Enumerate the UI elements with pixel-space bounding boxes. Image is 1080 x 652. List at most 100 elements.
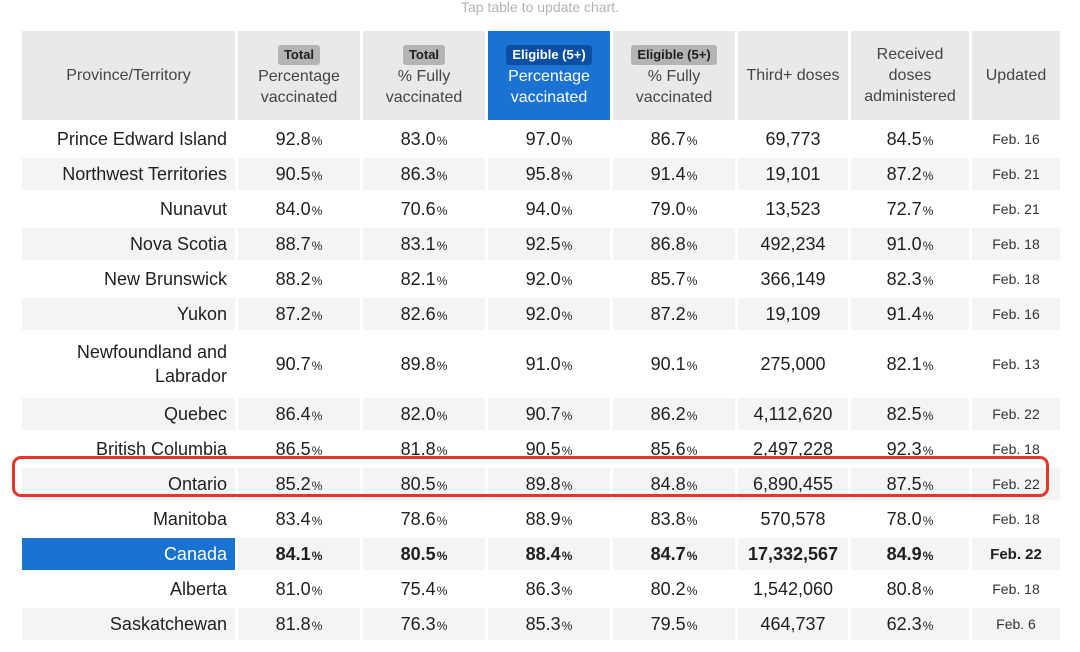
header-eligible-full[interactable]: Eligible (5+) % Fully vaccinated bbox=[610, 31, 735, 120]
header-eligible-pct[interactable]: Eligible (5+) Percentage vaccinated bbox=[485, 31, 610, 120]
cell-elig-pct[interactable]: 95.8% bbox=[485, 158, 610, 190]
cell-total-pct[interactable]: 81.8% bbox=[235, 608, 360, 640]
cell-elig-full[interactable]: 83.8% bbox=[610, 503, 735, 535]
cell-received[interactable]: 87.2% bbox=[848, 158, 969, 190]
province-name[interactable]: Alberta bbox=[169, 579, 227, 599]
cell-updated[interactable]: Feb. 13 bbox=[992, 356, 1040, 372]
cell-elig-full[interactable]: 85.7% bbox=[610, 263, 735, 295]
cell-third-doses[interactable]: 570,578 bbox=[760, 508, 826, 529]
cell-total-full[interactable]: 83.0% bbox=[360, 123, 485, 155]
cell-elig-pct[interactable]: 94.0% bbox=[485, 193, 610, 225]
cell-elig-full[interactable]: 79.0% bbox=[610, 193, 735, 225]
cell-updated[interactable]: Feb. 18 bbox=[992, 441, 1040, 457]
cell-total-full[interactable]: 82.6% bbox=[360, 298, 485, 330]
header-total-pct[interactable]: Total Percentage vaccinated bbox=[235, 31, 360, 120]
cell-received[interactable]: 72.7% bbox=[848, 193, 969, 225]
table-row[interactable]: Yukon 87.2% 82.6% 92.0% 87.2% 19,109 91.4% Feb.… bbox=[22, 298, 1060, 330]
cell-total-pct[interactable]: 81.0% bbox=[235, 573, 360, 605]
cell-elig-pct[interactable]: 90.7% bbox=[485, 398, 610, 430]
cell-total-full[interactable]: 70.6% bbox=[360, 193, 485, 225]
province-name[interactable]: Quebec bbox=[22, 398, 235, 430]
cell-updated[interactable]: Feb. 18 bbox=[992, 581, 1040, 597]
cell-total-pct[interactable]: 90.5% bbox=[235, 158, 360, 190]
province-name[interactable]: British Columbia bbox=[95, 439, 227, 459]
cell-received[interactable]: 91.0% bbox=[848, 228, 969, 260]
cell-updated[interactable]: Feb. 21 bbox=[992, 201, 1040, 217]
header-updated[interactable]: Updated bbox=[969, 31, 1060, 120]
cell-updated[interactable]: Feb. 6 bbox=[969, 608, 1060, 640]
cell-total-pct[interactable]: 87.2% bbox=[235, 298, 360, 330]
province-name[interactable]: Nova Scotia bbox=[22, 228, 235, 260]
cell-elig-full[interactable]: 86.7% bbox=[610, 123, 735, 155]
cell-third-doses[interactable]: 366,149 bbox=[760, 268, 826, 289]
cell-elig-pct[interactable]: 89.8% bbox=[485, 468, 610, 500]
cell-received[interactable]: 82.3% bbox=[848, 263, 969, 295]
cell-elig-full[interactable]: 91.4% bbox=[610, 158, 735, 190]
cell-elig-pct[interactable]: 91.0% bbox=[485, 333, 610, 395]
table-row[interactable]: Prince Edward Island 92.8% 83.0% 97.0% 86.7%… bbox=[22, 123, 1060, 155]
cell-elig-full[interactable]: 79.5% bbox=[610, 608, 735, 640]
province-name[interactable]: Newfoundland and Labrador bbox=[76, 342, 227, 386]
cell-total-pct[interactable]: 84.0% bbox=[235, 193, 360, 225]
cell-elig-pct[interactable]: 88.4% bbox=[485, 538, 610, 570]
header-received-administered[interactable]: Received doses administered bbox=[848, 31, 969, 120]
table-row[interactable]: British Columbia 86.5% 81.8% 90.5% 85.6% 2,49… bbox=[22, 433, 1060, 465]
vaccination-table[interactable]: Province/Territory Total Percentage vacc… bbox=[22, 28, 1060, 643]
province-name[interactable]: Nunavut bbox=[159, 199, 227, 219]
cell-elig-pct[interactable]: 88.9% bbox=[485, 503, 610, 535]
header-province[interactable]: Province/Territory bbox=[22, 31, 235, 120]
cell-third-doses[interactable]: 1,542,060 bbox=[752, 578, 834, 599]
cell-received[interactable]: 62.3% bbox=[848, 608, 969, 640]
cell-third-doses[interactable]: 19,101 bbox=[735, 158, 848, 190]
cell-total-full[interactable]: 81.8% bbox=[360, 433, 485, 465]
cell-elig-full[interactable]: 84.7% bbox=[610, 538, 735, 570]
cell-third-doses[interactable]: 492,234 bbox=[735, 228, 848, 260]
cell-updated[interactable]: Feb. 21 bbox=[969, 158, 1060, 190]
table-row[interactable]: Saskatchewan 81.8% 76.3% 85.3% 79.5% 464,737 6… bbox=[22, 608, 1060, 640]
table-row[interactable]: Quebec 86.4% 82.0% 90.7% 86.2% 4,112,620 82.5%… bbox=[22, 398, 1060, 430]
table-row[interactable]: Alberta 81.0% 75.4% 86.3% 80.2% 1,542,060 80.8… bbox=[22, 573, 1060, 605]
cell-third-doses[interactable]: 19,109 bbox=[735, 298, 848, 330]
province-name[interactable]: Canada bbox=[22, 538, 235, 570]
cell-total-pct[interactable]: 86.4% bbox=[235, 398, 360, 430]
province-name[interactable]: Yukon bbox=[22, 298, 235, 330]
cell-third-doses[interactable]: 13,523 bbox=[765, 198, 821, 219]
table-row[interactable]: Northwest Territories 90.5% 86.3% 95.8% 91.4… bbox=[22, 158, 1060, 190]
province-name[interactable]: Ontario bbox=[22, 468, 235, 500]
province-name[interactable]: Prince Edward Island bbox=[56, 129, 227, 149]
cell-third-doses[interactable]: 4,112,620 bbox=[735, 398, 848, 430]
cell-total-pct[interactable]: 83.4% bbox=[235, 503, 360, 535]
cell-total-full[interactable]: 76.3% bbox=[360, 608, 485, 640]
cell-elig-pct[interactable]: 97.0% bbox=[485, 123, 610, 155]
province-name[interactable]: Manitoba bbox=[152, 509, 227, 529]
province-name[interactable]: Northwest Territories bbox=[22, 158, 235, 190]
cell-total-full[interactable]: 80.5% bbox=[360, 468, 485, 500]
cell-total-full[interactable]: 89.8% bbox=[360, 333, 485, 395]
table-row[interactable]: Nunavut 84.0% 70.6% 94.0% 79.0% 13,523 72.7% Fe… bbox=[22, 193, 1060, 225]
cell-updated[interactable]: Feb. 22 bbox=[969, 468, 1060, 500]
cell-updated[interactable]: Feb. 16 bbox=[992, 131, 1040, 147]
cell-elig-pct[interactable]: 90.5% bbox=[485, 433, 610, 465]
table-row[interactable]: Manitoba 83.4% 78.6% 88.9% 83.8% 570,578 78.0%… bbox=[22, 503, 1060, 535]
cell-received[interactable]: 87.5% bbox=[848, 468, 969, 500]
table-row[interactable]: New Brunswick 88.2% 82.1% 92.0% 85.7% 366,149… bbox=[22, 263, 1060, 295]
cell-received[interactable]: 82.1% bbox=[848, 333, 969, 395]
province-name[interactable]: New Brunswick bbox=[103, 269, 227, 289]
cell-total-full[interactable]: 82.0% bbox=[360, 398, 485, 430]
province-name[interactable]: Saskatchewan bbox=[22, 608, 235, 640]
cell-received[interactable]: 91.4% bbox=[848, 298, 969, 330]
cell-received[interactable]: 80.8% bbox=[848, 573, 969, 605]
cell-total-full[interactable]: 78.6% bbox=[360, 503, 485, 535]
cell-total-pct[interactable]: 88.2% bbox=[235, 263, 360, 295]
cell-total-full[interactable]: 86.3% bbox=[360, 158, 485, 190]
cell-received[interactable]: 84.9% bbox=[848, 538, 969, 570]
header-third-doses[interactable]: Third+ doses bbox=[735, 31, 848, 120]
cell-updated[interactable]: Feb. 18 bbox=[969, 228, 1060, 260]
cell-elig-pct[interactable]: 86.3% bbox=[485, 573, 610, 605]
cell-total-pct[interactable]: 92.8% bbox=[235, 123, 360, 155]
header-total-full[interactable]: Total % Fully vaccinated bbox=[360, 31, 485, 120]
cell-elig-pct[interactable]: 92.0% bbox=[485, 263, 610, 295]
cell-updated[interactable]: Feb. 22 bbox=[969, 538, 1060, 570]
cell-total-full[interactable]: 75.4% bbox=[360, 573, 485, 605]
table-row[interactable]: Newfoundland and Labrador 90.7% 89.8% 91.0%… bbox=[22, 333, 1060, 395]
